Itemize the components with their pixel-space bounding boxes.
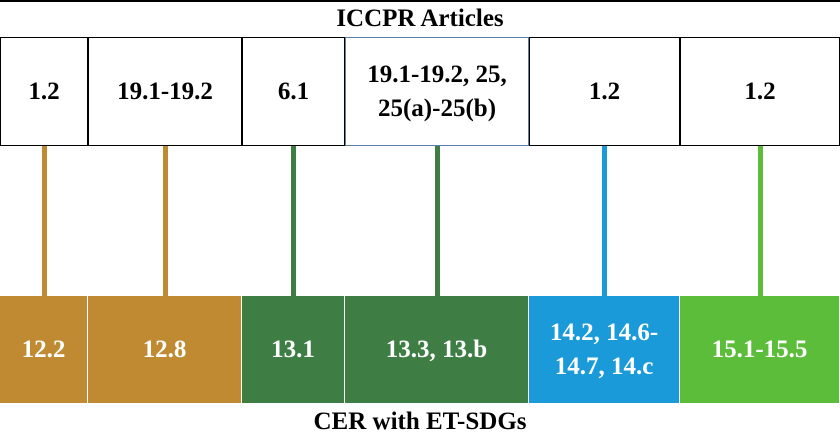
sdg-box: 15.1-15.5 xyxy=(680,296,840,403)
connector xyxy=(602,146,607,296)
article-box: 1.2 xyxy=(0,37,88,146)
article-label: 6.1 xyxy=(277,77,310,105)
header-title: ICCPR Articles xyxy=(336,5,504,32)
sdg-box: 12.2 xyxy=(0,296,88,403)
article-label: 25(a)-25(b) xyxy=(377,94,497,122)
article-label: 19.1-19.2, 25, xyxy=(367,60,507,88)
connector xyxy=(162,146,168,296)
article-box: 1.2 xyxy=(529,37,680,146)
sdg-box: 13.3, 13.b xyxy=(345,296,529,403)
article-box: 6.1 xyxy=(242,37,345,146)
connector xyxy=(434,146,440,296)
sdg-label: 15.1-15.5 xyxy=(711,335,808,363)
top-rule xyxy=(0,0,840,2)
article-box: 19.1-19.2 xyxy=(88,37,242,146)
article-box: 1.2 xyxy=(680,37,840,146)
sdg-box: 13.1 xyxy=(242,296,345,403)
article-label: 1.2 xyxy=(28,77,60,105)
sdg-label: 12.8 xyxy=(142,335,187,363)
article-label: 19.1-19.2 xyxy=(117,77,213,105)
article-label: 1.2 xyxy=(744,77,776,105)
connector xyxy=(41,146,47,296)
connector xyxy=(291,146,296,296)
sdg-box: 14.2, 14.6- 14.7, 14.c xyxy=(529,296,680,403)
connector xyxy=(757,146,763,296)
sdg-label: 13.1 xyxy=(271,335,315,363)
article-box: 19.1-19.2, 25, 25(a)-25(b) xyxy=(345,37,529,146)
sdg-label: 12.2 xyxy=(21,335,66,363)
article-label: 1.2 xyxy=(588,77,621,105)
sdg-label: 14.2, 14.6- xyxy=(549,318,659,346)
sdg-label: 14.7, 14.c xyxy=(554,352,654,380)
sdg-label: 13.3, 13.b xyxy=(385,335,488,363)
footer-title: CER with ET-SDGs xyxy=(313,408,527,435)
sdg-box: 12.8 xyxy=(88,296,242,403)
